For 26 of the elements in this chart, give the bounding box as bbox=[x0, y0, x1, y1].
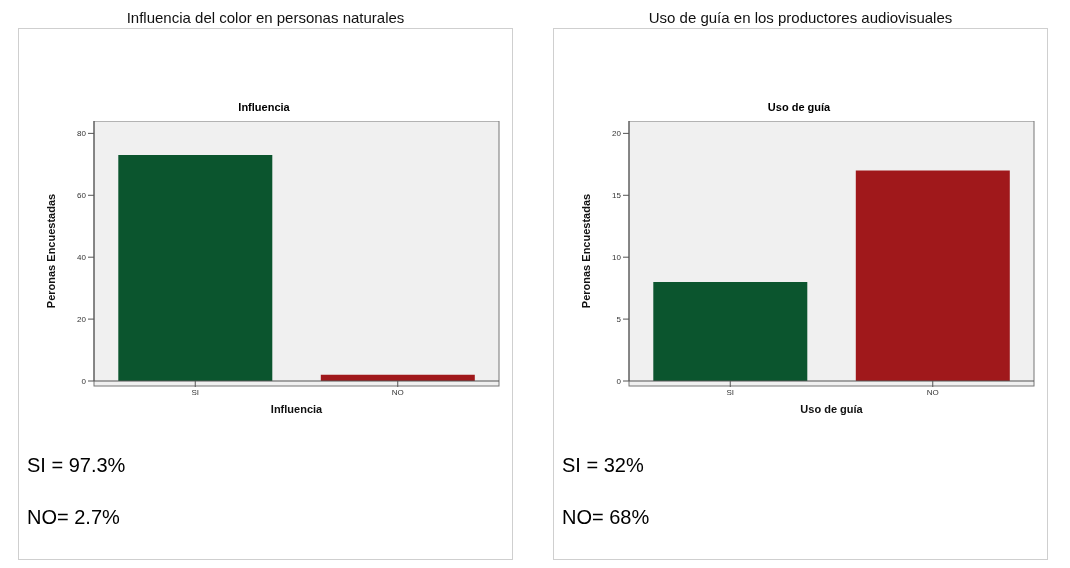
chart-title: Influencia del color en personas naturales bbox=[125, 8, 406, 28]
y-tick-label: 80 bbox=[77, 129, 87, 139]
x-tick-label: SI bbox=[726, 387, 735, 397]
x-tick-label: SI bbox=[191, 387, 200, 397]
y-tick-label: 0 bbox=[616, 376, 622, 386]
y-tick-label: 40 bbox=[77, 253, 87, 263]
y-tick-label: 20 bbox=[77, 314, 87, 324]
y-tick-label: 10 bbox=[612, 253, 622, 263]
text: SI = 97.3% bbox=[27, 453, 126, 478]
text: SI = 32% bbox=[562, 453, 645, 478]
chart-subtitle: Influencia bbox=[237, 101, 291, 113]
x-axis-title: Uso de guía bbox=[800, 403, 864, 415]
text: NO= 68% bbox=[562, 505, 650, 530]
chart-title: Uso de guía en los productores audiovisuales bbox=[647, 8, 954, 28]
y-tick-label: 60 bbox=[77, 191, 87, 201]
y-tick-label: 15 bbox=[612, 191, 622, 201]
y-tick-label: 5 bbox=[616, 314, 622, 324]
y-axis-title: Peronas Encuestadas bbox=[579, 193, 592, 309]
y-axis-title: Peronas Encuestadas bbox=[44, 193, 57, 309]
x-tick-label: NO bbox=[391, 387, 404, 397]
x-axis-title: Influencia bbox=[270, 403, 324, 415]
chart-subtitle: Uso de guía bbox=[766, 101, 832, 113]
x-tick-label: NO bbox=[926, 387, 939, 397]
text: NO= 2.7% bbox=[27, 505, 121, 530]
y-tick-label: 0 bbox=[81, 376, 87, 386]
y-tick-label: 20 bbox=[612, 129, 622, 139]
